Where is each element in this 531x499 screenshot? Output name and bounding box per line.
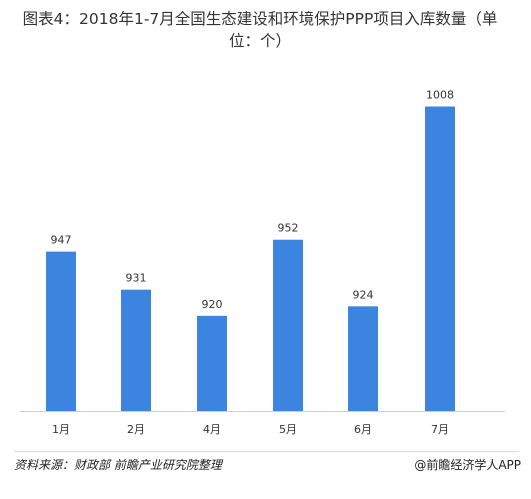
data-label-4: 952 — [278, 222, 299, 235]
bar-chart: 947 1月 931 2月 920 4月 952 5月 924 6月 1008 7月 — [20, 89, 505, 436]
x-tick-label-5: 6月 — [354, 423, 372, 436]
bar-3 — [197, 315, 227, 411]
bar-2 — [121, 289, 151, 411]
source-note: 资料来源：财政部 前瞻产业研究院整理 — [14, 458, 222, 472]
data-label-2: 931 — [126, 272, 147, 285]
bar-5 — [348, 306, 378, 411]
chart-title: 图表4：2018年1-7月全国生态建设和环境保护PPP项目入库数量（单位：个） — [22, 10, 498, 50]
data-label-3: 920 — [202, 298, 223, 311]
data-label-5: 924 — [353, 288, 374, 301]
x-tick-label-6: 7月 — [431, 423, 449, 436]
x-tick-label-1: 1月 — [52, 423, 70, 436]
bar-4 — [273, 239, 303, 411]
x-tick-label-2: 2月 — [127, 423, 145, 436]
data-label-1: 947 — [51, 234, 72, 247]
bar-1 — [46, 251, 76, 411]
x-tick-label-3: 4月 — [203, 423, 221, 436]
footer-divider — [14, 451, 519, 452]
bar-6 — [425, 106, 455, 412]
brand-label: @前瞻经济学人APP — [414, 458, 521, 472]
data-label-6: 1008 — [426, 89, 454, 102]
x-tick-label-4: 5月 — [279, 423, 297, 436]
